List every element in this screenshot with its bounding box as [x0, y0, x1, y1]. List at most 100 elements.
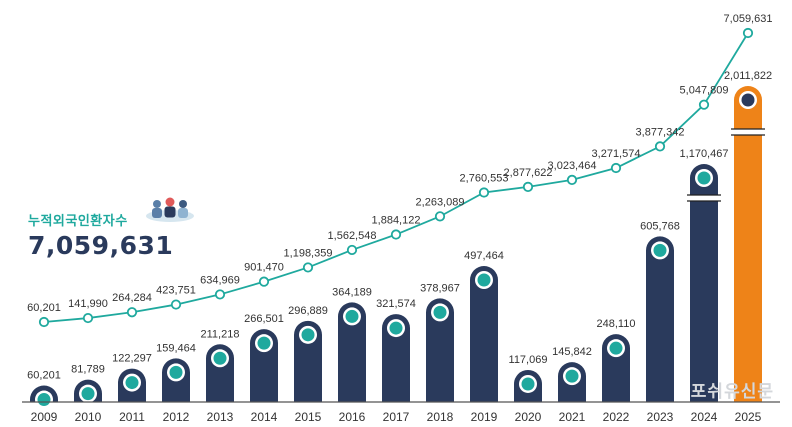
line-label: 7,059,631	[724, 13, 773, 25]
watermark-text: 포쉬유신문	[690, 382, 774, 402]
line-label: 1,884,122	[372, 215, 421, 227]
bar-dot	[257, 336, 271, 350]
x-tick-label: 2017	[383, 410, 410, 424]
bar-label: 159,464	[156, 342, 196, 354]
x-tick-label: 2024	[691, 410, 718, 424]
bar-dot	[213, 351, 227, 365]
x-tick-label: 2009	[31, 410, 58, 424]
line-point	[346, 244, 358, 256]
line-label: 901,470	[244, 262, 284, 274]
x-tick-label: 2022	[603, 410, 630, 424]
line-label: 2,877,622	[504, 167, 553, 179]
line-point	[566, 174, 578, 185]
bar-label: 145,842	[552, 346, 592, 358]
bar-rect	[470, 266, 498, 402]
line-label: 60,201	[27, 302, 61, 314]
bar-label: 321,574	[376, 298, 416, 310]
bar-label: 117,069	[509, 354, 548, 366]
bar-2020: 117,069	[509, 354, 548, 402]
bar-2018: 378,967	[420, 282, 460, 402]
bar-label: 1,170,467	[680, 148, 729, 160]
bar-2015: 296,889	[288, 305, 328, 402]
bar-2017: 321,574	[376, 298, 416, 402]
bar-2016: 364,189	[332, 286, 372, 402]
bar-dot	[433, 305, 447, 319]
axis-break-gap	[688, 195, 720, 201]
line-point	[170, 299, 182, 310]
x-tick-label: 2012	[163, 410, 190, 424]
bar-label: 266,501	[244, 313, 284, 325]
line-label: 3,023,464	[548, 160, 597, 172]
line-label: 264,284	[112, 292, 152, 304]
x-tick-label: 2011	[119, 410, 145, 424]
bar-label: 211,218	[201, 328, 240, 340]
line-point	[82, 312, 94, 324]
bar-2014: 266,501	[244, 313, 284, 402]
bar-rect	[690, 164, 718, 402]
bar-2010: 81,789	[71, 364, 105, 403]
axis-break-gap	[732, 129, 764, 135]
line-point	[522, 181, 534, 192]
bar-dot	[521, 377, 535, 391]
x-tick-label: 2015	[295, 410, 322, 424]
x-tick-label: 2018	[427, 410, 454, 424]
bar-label: 60,201	[27, 370, 61, 382]
bar-label: 122,297	[112, 353, 152, 365]
bar-2025: 2,011,822	[724, 70, 772, 402]
x-tick-label: 2020	[515, 410, 542, 424]
bar-label: 497,464	[464, 250, 504, 262]
x-tick-label: 2016	[339, 410, 366, 424]
line-series: 60,201 141,990 264,284 423,751 634,969 901,47…	[27, 13, 773, 328]
bar-rect	[646, 236, 674, 402]
bar-rect	[338, 302, 366, 402]
bar-2013: 211,218	[201, 328, 240, 402]
line-point	[126, 307, 138, 318]
line-point	[654, 141, 666, 152]
line-point	[434, 211, 446, 222]
bar-dot	[741, 93, 755, 107]
line-point	[390, 229, 402, 240]
bar-dot	[653, 243, 667, 257]
line-label: 1,198,359	[284, 247, 333, 259]
bar-2019: 497,464	[464, 250, 504, 402]
bar-label: 2,011,822	[724, 70, 772, 82]
summary-value: 7,059,631	[28, 231, 174, 260]
line-point	[610, 162, 622, 174]
bar-2022: 248,110	[597, 318, 635, 402]
bar-dot	[81, 387, 95, 401]
bar-2021: 145,842	[552, 346, 592, 402]
bar-2009: 60,201	[27, 370, 61, 409]
summary-label: 누적외국인환자수	[28, 214, 128, 229]
bar-dot	[565, 369, 579, 383]
line-point	[302, 262, 314, 273]
x-tick-label: 2010	[75, 410, 102, 424]
bar-2012: 159,464	[156, 342, 196, 402]
summary-box: 누적외국인환자수 7,059,631	[28, 210, 173, 260]
x-tick-label: 2023	[647, 410, 674, 424]
bar-rect	[426, 298, 454, 402]
bar-dot	[345, 309, 359, 323]
bar-series: 60,201 81,789 122,297 159,464 211,218 266,501…	[27, 70, 772, 409]
x-axis-ticks: 2009 2010 2011 2012 2013 2014 2015 2016 2017 2018…	[31, 410, 762, 424]
line-label: 2,263,089	[416, 196, 465, 208]
bar-label: 605,768	[640, 220, 680, 232]
bar-dot	[37, 393, 51, 407]
line-label: 423,751	[156, 285, 196, 297]
x-tick-label: 2021	[559, 410, 586, 424]
bar-label: 296,889	[288, 305, 328, 317]
bar-rect	[294, 320, 322, 402]
bar-dot	[389, 321, 403, 335]
bar-dot	[477, 273, 491, 287]
bar-2011: 122,297	[112, 353, 152, 402]
people-icon	[146, 197, 194, 222]
line-label: 1,562,548	[328, 230, 377, 242]
line-path	[43, 32, 749, 323]
bar-dot	[169, 365, 183, 379]
bar-dot	[301, 328, 315, 342]
line-label: 141,990	[68, 298, 108, 310]
line-point	[258, 276, 270, 287]
line-label: 2,760,553	[460, 173, 509, 185]
bar-rect	[382, 314, 410, 402]
x-tick-label: 2013	[207, 410, 234, 424]
